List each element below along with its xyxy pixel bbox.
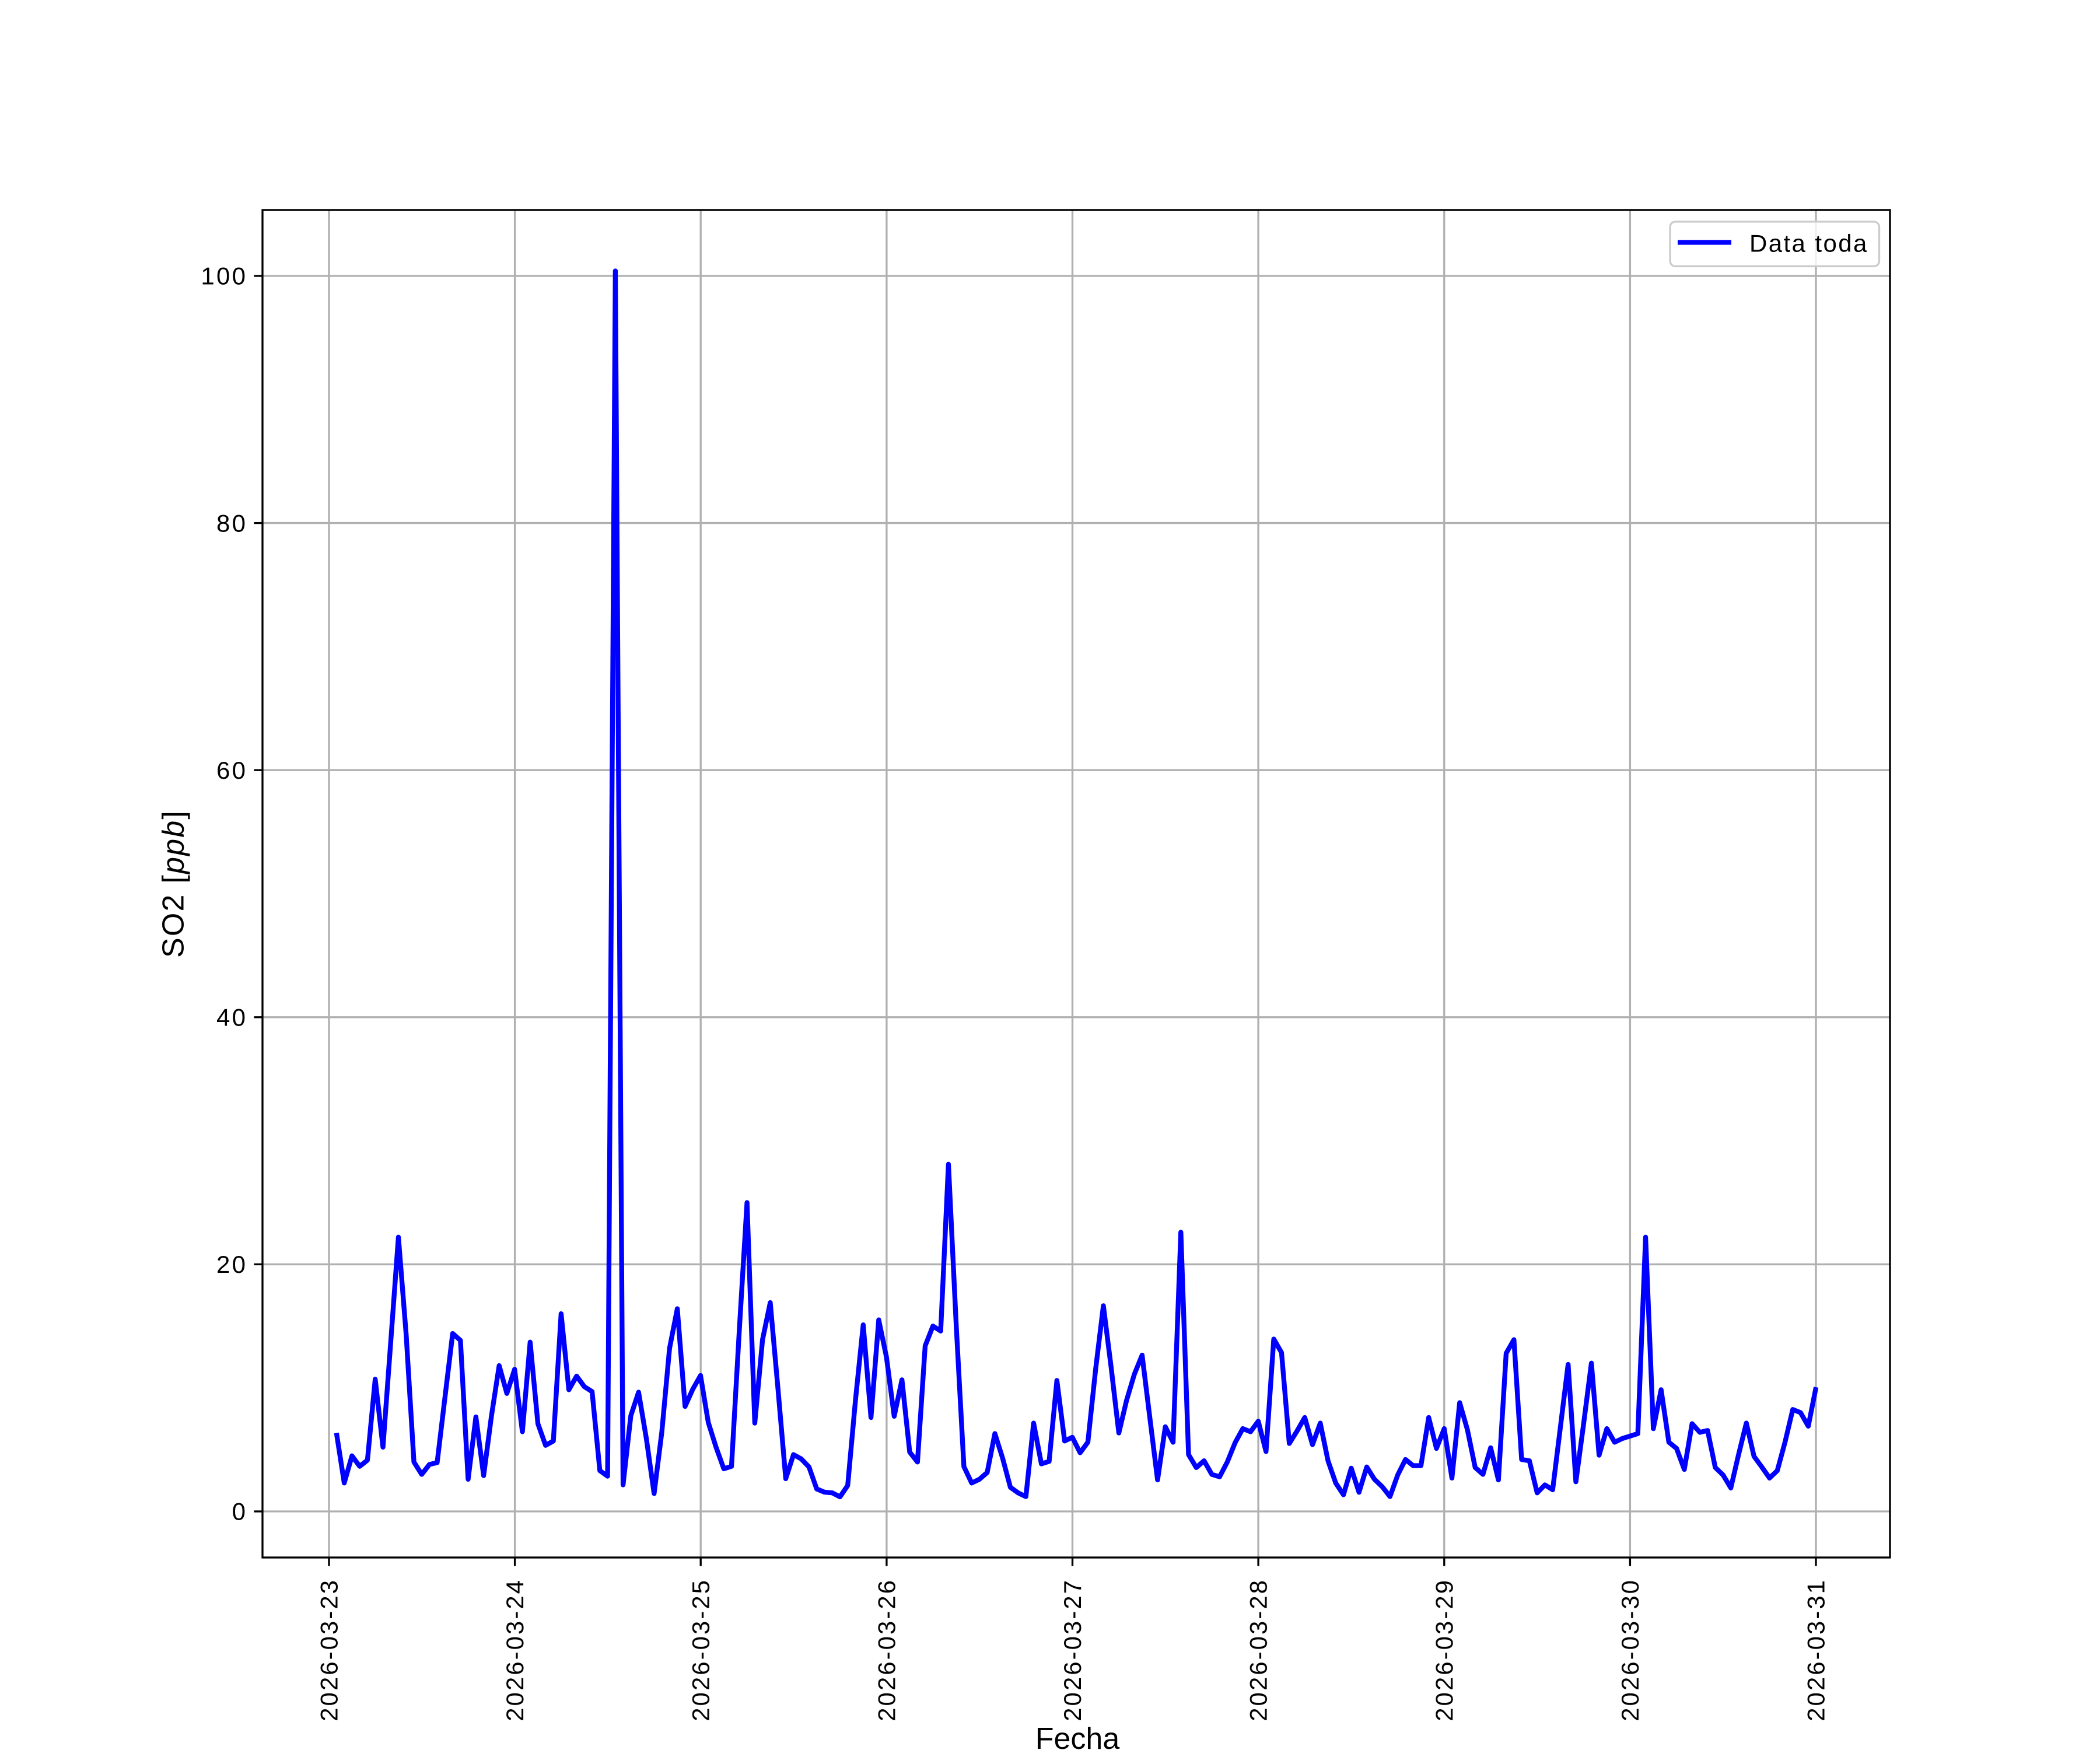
svg-text:Data toda: Data toda bbox=[1749, 230, 1868, 257]
svg-text:80: 80 bbox=[216, 509, 247, 537]
svg-text:2026-03-24: 2026-03-24 bbox=[501, 1578, 528, 1721]
svg-text:2026-03-31: 2026-03-31 bbox=[1803, 1578, 1830, 1721]
svg-text:2026-03-29: 2026-03-29 bbox=[1431, 1578, 1458, 1721]
svg-text:2026-03-30: 2026-03-30 bbox=[1616, 1578, 1644, 1721]
svg-text:SO2 [ppb]: SO2 [ppb] bbox=[157, 810, 191, 958]
svg-text:2026-03-25: 2026-03-25 bbox=[687, 1578, 715, 1721]
svg-text:100: 100 bbox=[201, 262, 247, 290]
svg-text:2026-03-27: 2026-03-27 bbox=[1059, 1578, 1086, 1721]
svg-text:0: 0 bbox=[232, 1498, 248, 1525]
svg-text:60: 60 bbox=[216, 757, 247, 784]
svg-text:2026-03-28: 2026-03-28 bbox=[1245, 1578, 1272, 1721]
svg-text:2026-03-26: 2026-03-26 bbox=[873, 1578, 901, 1721]
svg-text:40: 40 bbox=[216, 1004, 247, 1031]
svg-text:Fecha: Fecha bbox=[1035, 1722, 1120, 1750]
svg-text:2026-03-23: 2026-03-23 bbox=[316, 1578, 343, 1721]
svg-text:20: 20 bbox=[216, 1251, 247, 1278]
